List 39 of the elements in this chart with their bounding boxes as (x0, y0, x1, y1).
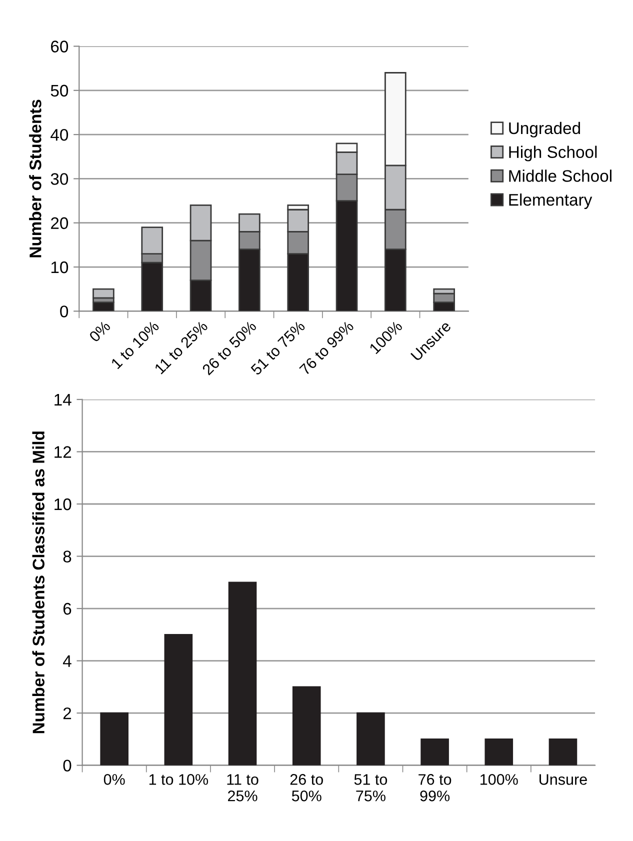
legend-label: Ungraded (509, 122, 580, 138)
x-tick-label: 76 to 99% (418, 774, 452, 802)
legend-label: High School (509, 146, 597, 162)
y-tick-label: 50 (50, 84, 68, 97)
y-tick-label: 0 (60, 306, 68, 318)
y-axis-title: Number of Students Classified as Mild (32, 432, 44, 734)
y-tick-label: 0 (63, 760, 72, 772)
bar (100, 712, 128, 766)
y-tick-label: 14 (54, 394, 72, 406)
x-tick-label: 0% (88, 320, 112, 343)
bar (420, 738, 449, 766)
y-tick-label: 12 (54, 446, 72, 458)
x-tick-label: 11 to 25% (227, 774, 258, 802)
y-tick-label: 2 (63, 707, 72, 720)
y-axis-title: Number of Students (29, 100, 42, 258)
x-tick-label: 51 to 75% (354, 774, 388, 802)
y-tick-label: 30 (50, 173, 68, 185)
y-tick-label: 10 (54, 498, 72, 510)
x-tick-label: 0% (104, 774, 125, 785)
legend-label: Elementary (509, 194, 592, 210)
x-tick-label: Unsure (540, 774, 587, 785)
y-tick-label: 6 (63, 602, 72, 615)
y-tick-label: 20 (51, 217, 68, 230)
bar (292, 686, 321, 766)
bar (92, 288, 114, 299)
x-tick-label: 1 to 10% (149, 774, 208, 785)
bar (484, 738, 514, 766)
y-tick-label: 40 (50, 128, 68, 141)
bar (164, 634, 193, 766)
y-tick-label: 4 (62, 655, 72, 667)
y-tick-label: 60 (51, 40, 68, 52)
bar (228, 582, 257, 766)
bar (548, 738, 578, 766)
x-tick-label: 26 to 50% (290, 774, 323, 802)
y-tick-label: 8 (63, 550, 72, 562)
x-tick-label: 100% (480, 774, 518, 785)
y-tick-label: 10 (51, 261, 68, 274)
legend-label: Middle School (509, 170, 612, 182)
bar (356, 712, 385, 766)
